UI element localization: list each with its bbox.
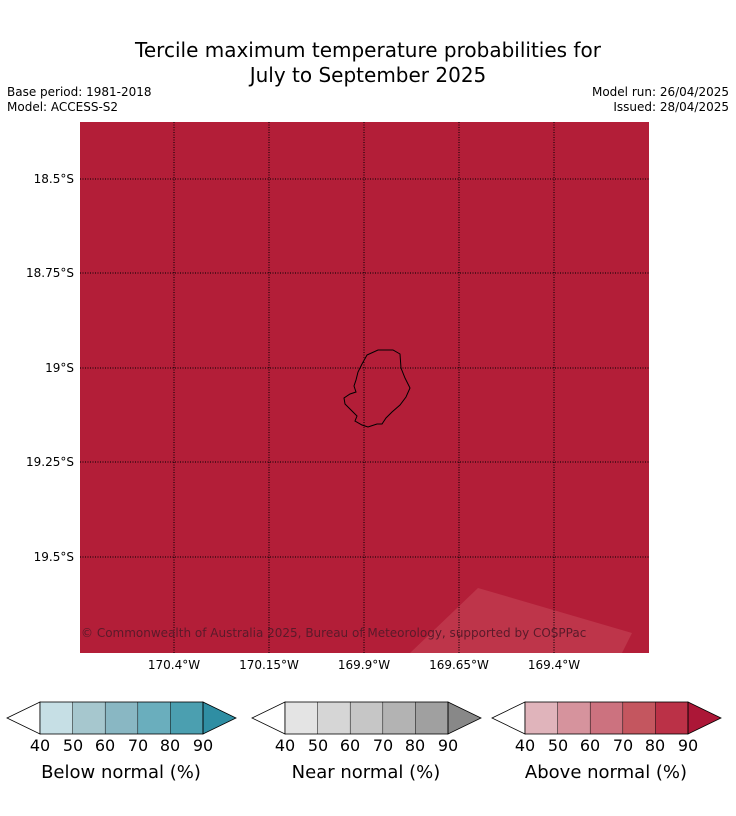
colorbar-frame: [524, 701, 689, 735]
tick-label: 50: [547, 736, 569, 755]
colorbar-under-triangle: [6, 701, 41, 735]
lon-label-169-65: 169.65°W: [429, 658, 489, 672]
model-name: Model: ACCESS-S2: [7, 100, 119, 114]
colorbar-frame: [39, 701, 204, 735]
tick-label: 40: [29, 736, 51, 755]
title-line-1: Tercile maximum temperature probabilitie…: [135, 38, 601, 62]
lon-label-170-15: 170.15°W: [239, 658, 299, 672]
lat-label-19-5: 19.5°S: [33, 550, 74, 564]
colorbar-swatch: [137, 702, 171, 734]
copyright-notice: © Commonwealth of Australia 2025, Bureau…: [81, 626, 587, 640]
colorbar-swatch: [415, 702, 448, 734]
tick-label: 60: [339, 736, 361, 755]
tick-label: 70: [127, 736, 149, 755]
colorbar-under-triangle: [251, 701, 286, 735]
lat-label-18-5: 18.5°S: [33, 172, 74, 186]
tick-label: 70: [612, 736, 634, 755]
colorbar-swatch: [285, 702, 318, 734]
colorbar-swatch: [622, 702, 656, 734]
colorbar-swatch: [350, 702, 383, 734]
model-run-date: Model run: 26/04/2025: [591, 85, 729, 99]
tick-label: 40: [514, 736, 536, 755]
colorbar-below-label: Below normal (%): [41, 762, 201, 783]
colorbar-below-swatches: [6, 701, 237, 735]
colorbar-swatch: [655, 702, 688, 734]
colorbar-swatch: [317, 702, 351, 734]
tick-label: 50: [62, 736, 84, 755]
tick-label: 90: [437, 736, 459, 755]
colorbar-above-swatches: [491, 701, 722, 735]
tick-label: 80: [159, 736, 181, 755]
colorbar-swatch: [105, 702, 138, 734]
colorbar-swatch: [557, 702, 591, 734]
tick-label: 70: [372, 736, 394, 755]
colorbar-above-label: Above normal (%): [524, 762, 688, 783]
lon-label-169-9: 169.9°W: [337, 658, 391, 672]
lower-probability-patch: [410, 588, 632, 653]
base-period: Base period: 1981-2018: [7, 85, 152, 99]
colorbar-under-triangle: [491, 701, 526, 735]
issued-date: Issued: 28/04/2025: [613, 100, 729, 114]
tick-label: 90: [192, 736, 214, 755]
colorbar-swatch: [590, 702, 623, 734]
map-title: Tercile maximum temperature probabilitie…: [0, 38, 736, 88]
map-panel: [80, 122, 649, 653]
colorbar-frame: [284, 701, 449, 735]
graticule: [80, 122, 649, 653]
tick-label: 80: [404, 736, 426, 755]
colorbar-near-label: Near normal (%): [291, 762, 441, 783]
colorbar-swatch: [382, 702, 416, 734]
colorbar-near-swatches: [251, 701, 482, 735]
colorbar-swatch: [170, 702, 203, 734]
colorbar-swatch: [525, 702, 558, 734]
tick-label: 60: [94, 736, 116, 755]
lat-label-19-25: 19.25°S: [26, 455, 74, 469]
colorbar-above-normal: 40 50 60 70 80 90 Above normal (%): [490, 700, 722, 800]
niue-island-outline: [343, 349, 411, 428]
tick-label: 80: [644, 736, 666, 755]
tick-label: 60: [579, 736, 601, 755]
lat-label-19: 19°S: [45, 361, 74, 375]
colorbar-swatch: [72, 702, 106, 734]
tick-label: 90: [677, 736, 699, 755]
meta-left: Base period: 1981-2018 Model: ACCESS-S2: [7, 85, 152, 115]
lon-label-170-4: 170.4°W: [147, 658, 201, 672]
tick-label: 50: [307, 736, 329, 755]
tick-label: 40: [274, 736, 296, 755]
lat-label-18-75: 18.75°S: [26, 266, 74, 280]
colorbar-near-normal: 40 50 60 70 80 90 Near normal (%): [250, 700, 482, 800]
colorbar-below-normal: 40 50 60 70 80 90 Below normal (%): [5, 700, 237, 800]
title-line-2: July to September 2025: [249, 63, 487, 87]
lon-label-169-4: 169.4°W: [527, 658, 581, 672]
colorbar-over-triangle: [202, 701, 237, 735]
meta-right: Model run: 26/04/2025 Issued: 28/04/2025: [592, 85, 729, 115]
colorbar-over-triangle: [447, 701, 482, 735]
colorbar-swatch: [40, 702, 73, 734]
colorbar-over-triangle: [687, 701, 722, 735]
